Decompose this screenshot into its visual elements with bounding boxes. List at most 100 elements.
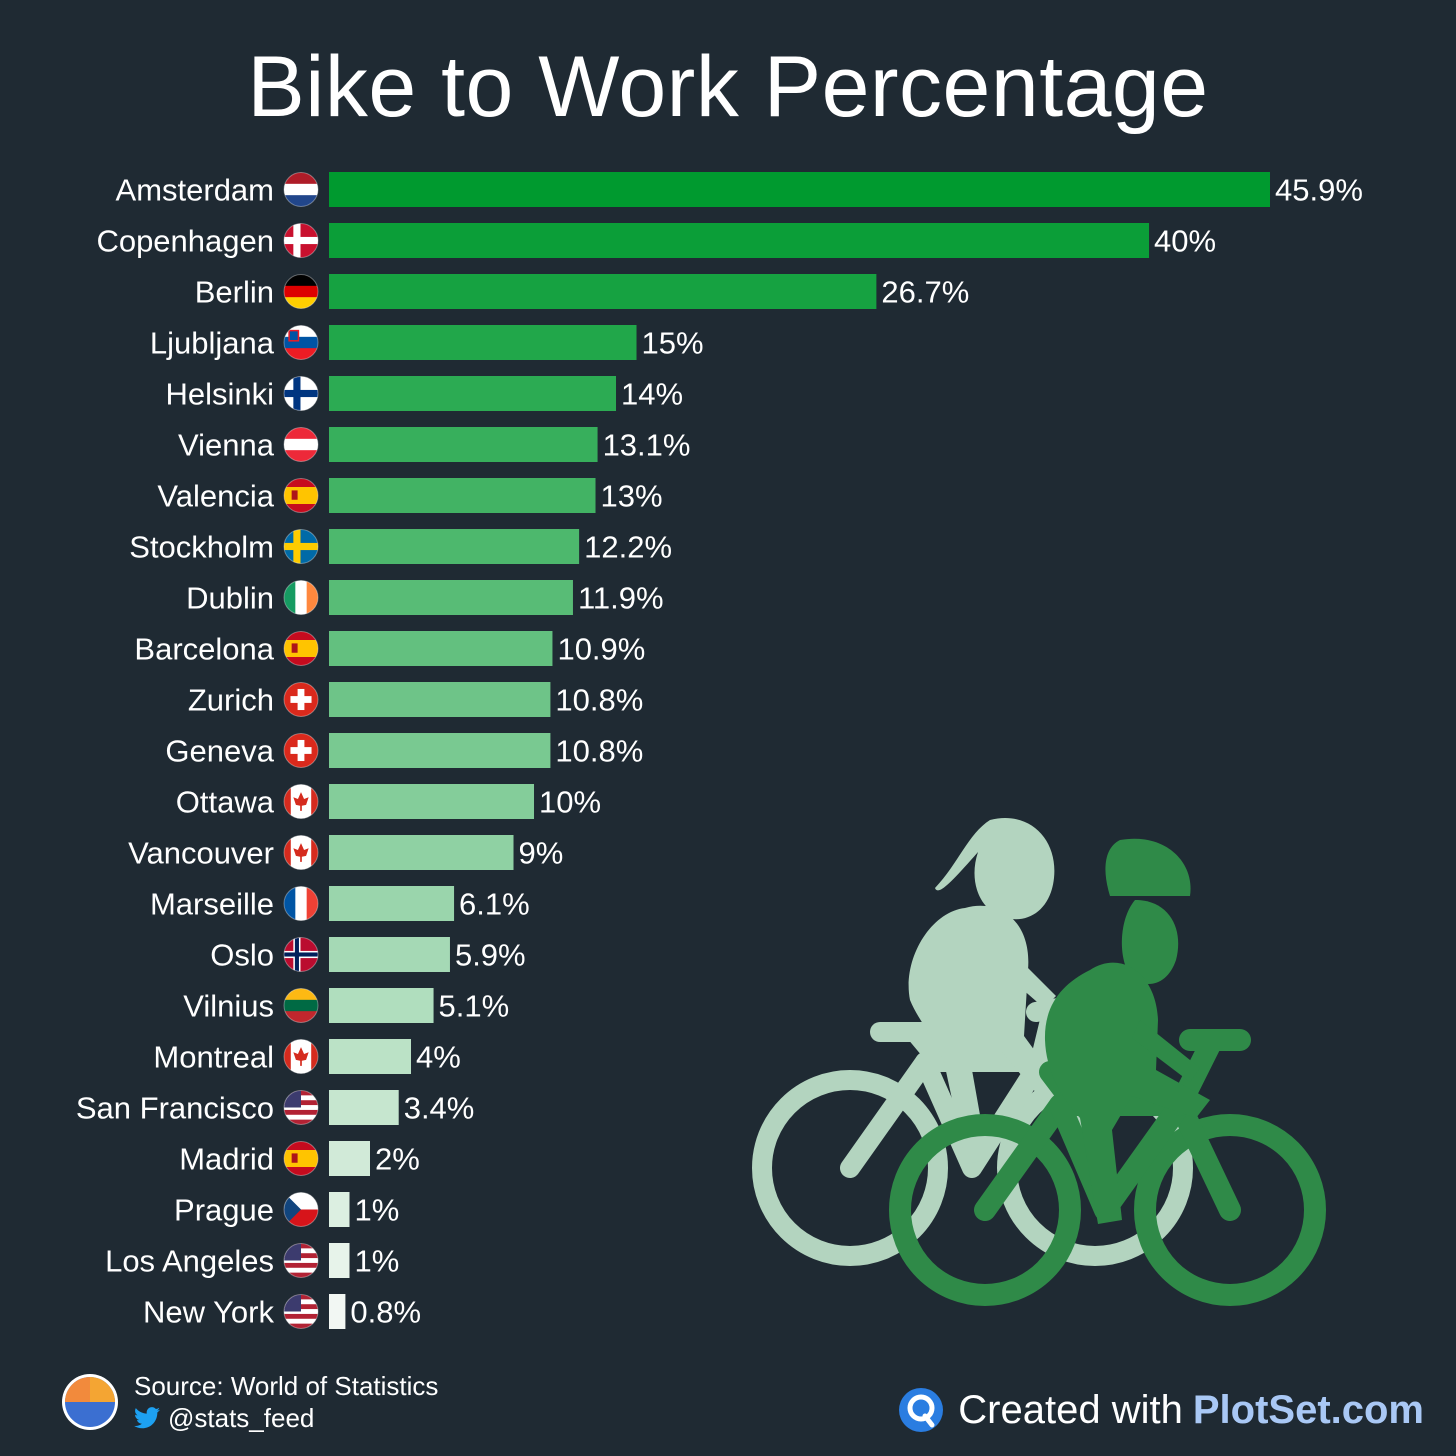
- source-block: Source: World of Statistics @stats_feed: [60, 1370, 438, 1434]
- bar: [329, 376, 617, 411]
- category-label: Berlin: [195, 275, 274, 310]
- bars-layer: Amsterdam 45.9% Copenhagen 40% Berlin 26.7% Lj…: [76, 172, 1363, 1330]
- category-label: Dublin: [186, 581, 274, 616]
- bar-row: Prague 1%: [174, 1192, 399, 1228]
- canada-flag-icon: [283, 835, 319, 870]
- value-label: 10.9%: [557, 632, 645, 667]
- lithuania-flag-icon: [283, 988, 319, 1023]
- category-label: Ljubljana: [150, 326, 275, 361]
- bar: [329, 172, 1270, 207]
- france-flag-icon: [283, 886, 319, 921]
- bar: [329, 580, 573, 615]
- pie-logo-icon: [62, 1374, 118, 1430]
- slovenia-flag-icon: [283, 325, 319, 360]
- bar: [329, 1141, 371, 1176]
- category-label: Copenhagen: [96, 224, 274, 259]
- value-label: 13.1%: [603, 428, 691, 463]
- category-label: Zurich: [188, 683, 274, 718]
- value-label: 2%: [375, 1142, 420, 1177]
- category-label: Marseille: [150, 887, 274, 922]
- spain-flag-icon: [283, 631, 319, 666]
- bar-row: Stockholm 12.2%: [129, 529, 672, 565]
- netherlands-flag-icon: [283, 172, 319, 207]
- bar-chart: Amsterdam 45.9% Copenhagen 40% Berlin 26.7% Lj…: [76, 172, 1363, 1330]
- value-label: 4%: [416, 1040, 461, 1075]
- credit-block: Created with PlotSet.com: [898, 1384, 1424, 1436]
- bar: [329, 529, 580, 564]
- category-label: Vienna: [178, 428, 275, 463]
- category-label: New York: [143, 1295, 274, 1330]
- finland-flag-icon: [283, 376, 319, 411]
- category-label: Barcelona: [134, 632, 274, 667]
- canada-flag-icon: [283, 1039, 319, 1074]
- bar-row: Vienna 13.1%: [178, 427, 690, 463]
- usa-flag-icon: [283, 1294, 319, 1329]
- credit-brand-link[interactable]: PlotSet.com: [1192, 1387, 1424, 1432]
- category-label: Vilnius: [183, 989, 274, 1024]
- rider-front-body: [1044, 838, 1210, 1224]
- bar: [329, 1294, 346, 1329]
- page-title: Bike to Work Percentage: [247, 39, 1209, 135]
- rider-back-body: [908, 818, 1062, 1164]
- value-label: 3.4%: [404, 1091, 475, 1126]
- bar: [329, 274, 877, 309]
- bar: [329, 478, 596, 513]
- value-label: 12.2%: [584, 530, 672, 565]
- ireland-flag-icon: [283, 580, 319, 615]
- category-label: Helsinki: [165, 377, 274, 412]
- category-label: Montreal: [153, 1040, 274, 1075]
- value-label: 40%: [1154, 224, 1216, 259]
- value-label: 6.1%: [459, 887, 530, 922]
- bar-row: Ljubljana 15%: [150, 325, 704, 361]
- bar: [329, 682, 551, 717]
- bar-row: Montreal 4%: [153, 1039, 461, 1075]
- value-label: 1%: [355, 1193, 400, 1228]
- value-label: 10%: [539, 785, 601, 820]
- source-text: Source: World of Statistics: [134, 1371, 439, 1401]
- bar: [329, 223, 1150, 258]
- bar-row: Madrid 2%: [179, 1141, 420, 1177]
- value-label: 11.9%: [578, 581, 664, 616]
- category-label: Vancouver: [128, 836, 274, 871]
- value-label: 5.1%: [439, 989, 510, 1024]
- bar-row: Marseille 6.1%: [150, 886, 530, 922]
- value-label: 15%: [642, 326, 704, 361]
- bar-row: Copenhagen 40%: [96, 223, 1216, 259]
- bar: [329, 631, 553, 666]
- bar-row: Ottawa 10%: [176, 784, 601, 820]
- germany-flag-icon: [283, 274, 319, 309]
- category-label: Ottawa: [176, 785, 275, 820]
- sweden-flag-icon: [283, 529, 319, 564]
- category-label: Madrid: [179, 1142, 274, 1177]
- bar-row: Vancouver 9%: [128, 835, 563, 871]
- usa-flag-icon: [283, 1243, 319, 1278]
- value-label: 10.8%: [555, 683, 643, 718]
- bar: [329, 988, 434, 1023]
- bar-row: New York 0.8%: [143, 1294, 421, 1330]
- bar: [329, 886, 455, 921]
- bar-row: Zurich 10.8%: [188, 682, 643, 718]
- bar-row: San Francisco 3.4%: [76, 1090, 475, 1126]
- value-label: 26.7%: [881, 275, 969, 310]
- bar: [329, 1090, 399, 1125]
- category-label: San Francisco: [76, 1091, 274, 1126]
- category-label: Oslo: [210, 938, 274, 973]
- bar: [329, 325, 637, 360]
- bar-row: Amsterdam 45.9%: [116, 172, 1363, 208]
- value-label: 13%: [601, 479, 663, 514]
- austria-flag-icon: [283, 427, 319, 462]
- norway-flag-icon: [283, 937, 319, 972]
- category-label: Stockholm: [129, 530, 274, 565]
- bar-row: Oslo 5.9%: [210, 937, 526, 973]
- bar: [329, 835, 514, 870]
- category-label: Amsterdam: [116, 173, 274, 208]
- value-label: 5.9%: [455, 938, 526, 973]
- bar-row: Helsinki 14%: [165, 376, 683, 412]
- bar-row: Barcelona 10.9%: [134, 631, 645, 667]
- value-label: 14%: [621, 377, 683, 412]
- value-label: 1%: [355, 1244, 400, 1279]
- bar-row: Valencia 13%: [157, 478, 663, 514]
- plotset-logo-icon: [899, 1388, 944, 1432]
- bar-row: Berlin 26.7%: [195, 274, 969, 310]
- bar-row: Dublin 11.9%: [186, 580, 664, 616]
